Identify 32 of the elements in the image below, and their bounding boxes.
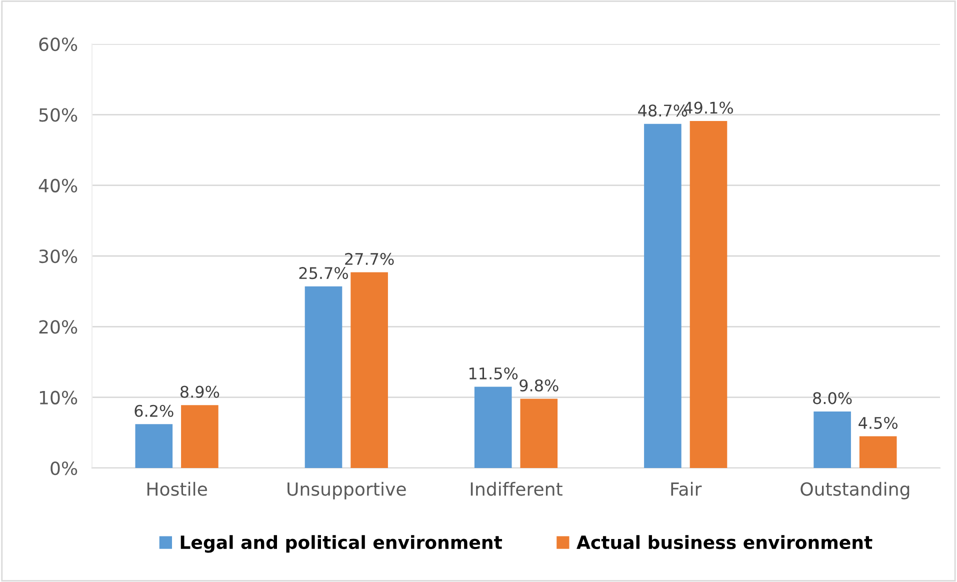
data-label: 8.9%: [180, 386, 220, 398]
bar: [520, 398, 558, 468]
bar: [304, 286, 342, 468]
bar: [350, 272, 388, 468]
data-label: 11.5%: [469, 367, 518, 380]
x-tick-label: Hostile: [147, 482, 207, 496]
y-tick-label: 0%: [50, 461, 78, 476]
legend-label: Legal and political environment: [180, 535, 502, 553]
legend-label: Actual business environment: [576, 535, 872, 550]
bar: [690, 121, 728, 468]
x-tick-label: Indifferent: [470, 482, 562, 496]
data-label: 6.2%: [134, 404, 174, 417]
data-label: 8.0%: [813, 392, 852, 404]
x-tick-label: Outstanding: [800, 482, 910, 500]
y-tick-label: 20%: [39, 320, 78, 334]
y-tick-label: 10%: [40, 390, 78, 404]
y-tick-label: 40%: [38, 178, 78, 192]
bar: [181, 405, 218, 468]
y-tick-label: 30%: [39, 249, 78, 264]
data-label: 25.7%: [299, 267, 348, 280]
bar: [814, 411, 851, 468]
data-label: 9.8%: [520, 379, 558, 392]
bar: [859, 436, 897, 468]
x-tick-label: Unsupportive: [288, 482, 406, 500]
data-label: 27.7%: [345, 252, 394, 265]
bar: [135, 424, 173, 468]
x-tick-label: Fair: [671, 482, 702, 496]
data-label: 4.5%: [858, 416, 898, 429]
bar: [474, 386, 512, 468]
y-tick-label: 50%: [39, 108, 78, 122]
bar: [644, 124, 682, 468]
y-tick-label: 60%: [39, 37, 78, 52]
